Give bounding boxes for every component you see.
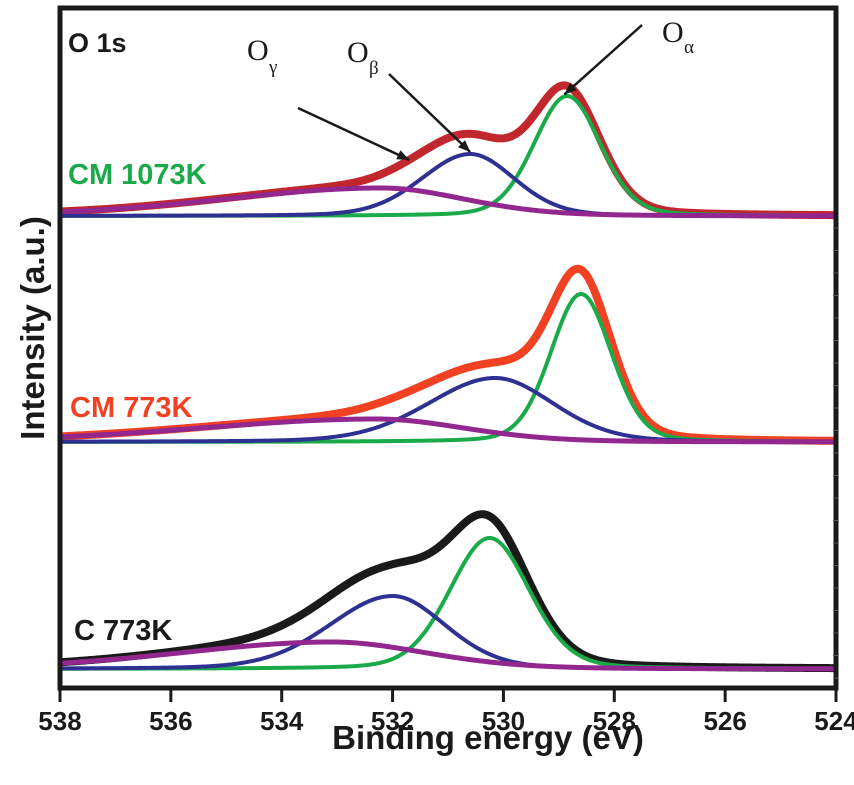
- plot-border: [57, 5, 839, 691]
- arrow-o-beta: [388, 73, 472, 153]
- x-tick-label-526: 526: [703, 706, 746, 736]
- arrowhead-o-beta: [458, 140, 471, 152]
- x-tick-label-530: 530: [482, 706, 525, 736]
- annotation-o-alpha: O α: [662, 16, 694, 58]
- spectrum-label-cm-773k: CM 773K: [70, 392, 193, 424]
- x-tick-label-534: 534: [260, 706, 304, 736]
- arrow-o-alpha: [563, 24, 643, 96]
- annotation-o-gamma-base: O: [247, 34, 269, 67]
- spectrum-cm-1073k: [57, 81, 839, 220]
- x-tick-label-524: 524: [814, 706, 854, 736]
- plot-frame: [57, 5, 839, 691]
- x-tick-label-536: 536: [149, 706, 192, 736]
- component-o-gamma-cm-1073k: [59, 185, 837, 219]
- y-minor-ticks: [833, 227, 838, 679]
- spectrum-label-cm-1073k: CM 1073K: [68, 159, 207, 191]
- annotation-arrows: [297, 24, 643, 161]
- y-axis-title: Intensity (a.u.): [14, 216, 51, 440]
- annotation-o-gamma-sub: γ: [268, 57, 277, 78]
- annotation-o-beta-base: O: [347, 36, 369, 69]
- core-level-label: O 1s: [68, 28, 127, 58]
- annotation-o-alpha-base: O: [662, 16, 684, 49]
- arrowhead-o-gamma: [396, 150, 410, 160]
- x-tick-label-538: 538: [38, 706, 81, 736]
- component-o-gamma-c-773k: [59, 639, 837, 672]
- x-ticks: 538 536 534 532 530 528 526 524: [38, 688, 854, 736]
- spectrum-cm-773k: [57, 264, 839, 445]
- annotation-o-beta: O β: [347, 36, 379, 79]
- component-o-gamma-cm-773k: [59, 416, 836, 445]
- annotation-o-gamma: O γ: [247, 34, 277, 78]
- annotation-o-beta-sub: β: [369, 58, 379, 79]
- arrowhead-o-alpha: [564, 82, 577, 95]
- x-axis-title: Binding energy (eV): [332, 719, 644, 756]
- curves-layer: [57, 81, 839, 673]
- x-tick-label-528: 528: [593, 706, 636, 736]
- spectrum-c-773k: [57, 510, 839, 673]
- arrow-o-gamma: [297, 106, 410, 161]
- annotation-o-alpha-sub: α: [684, 37, 694, 58]
- spectrum-label-c-773k: C 773K: [74, 615, 172, 647]
- x-tick-label-532: 532: [371, 706, 414, 736]
